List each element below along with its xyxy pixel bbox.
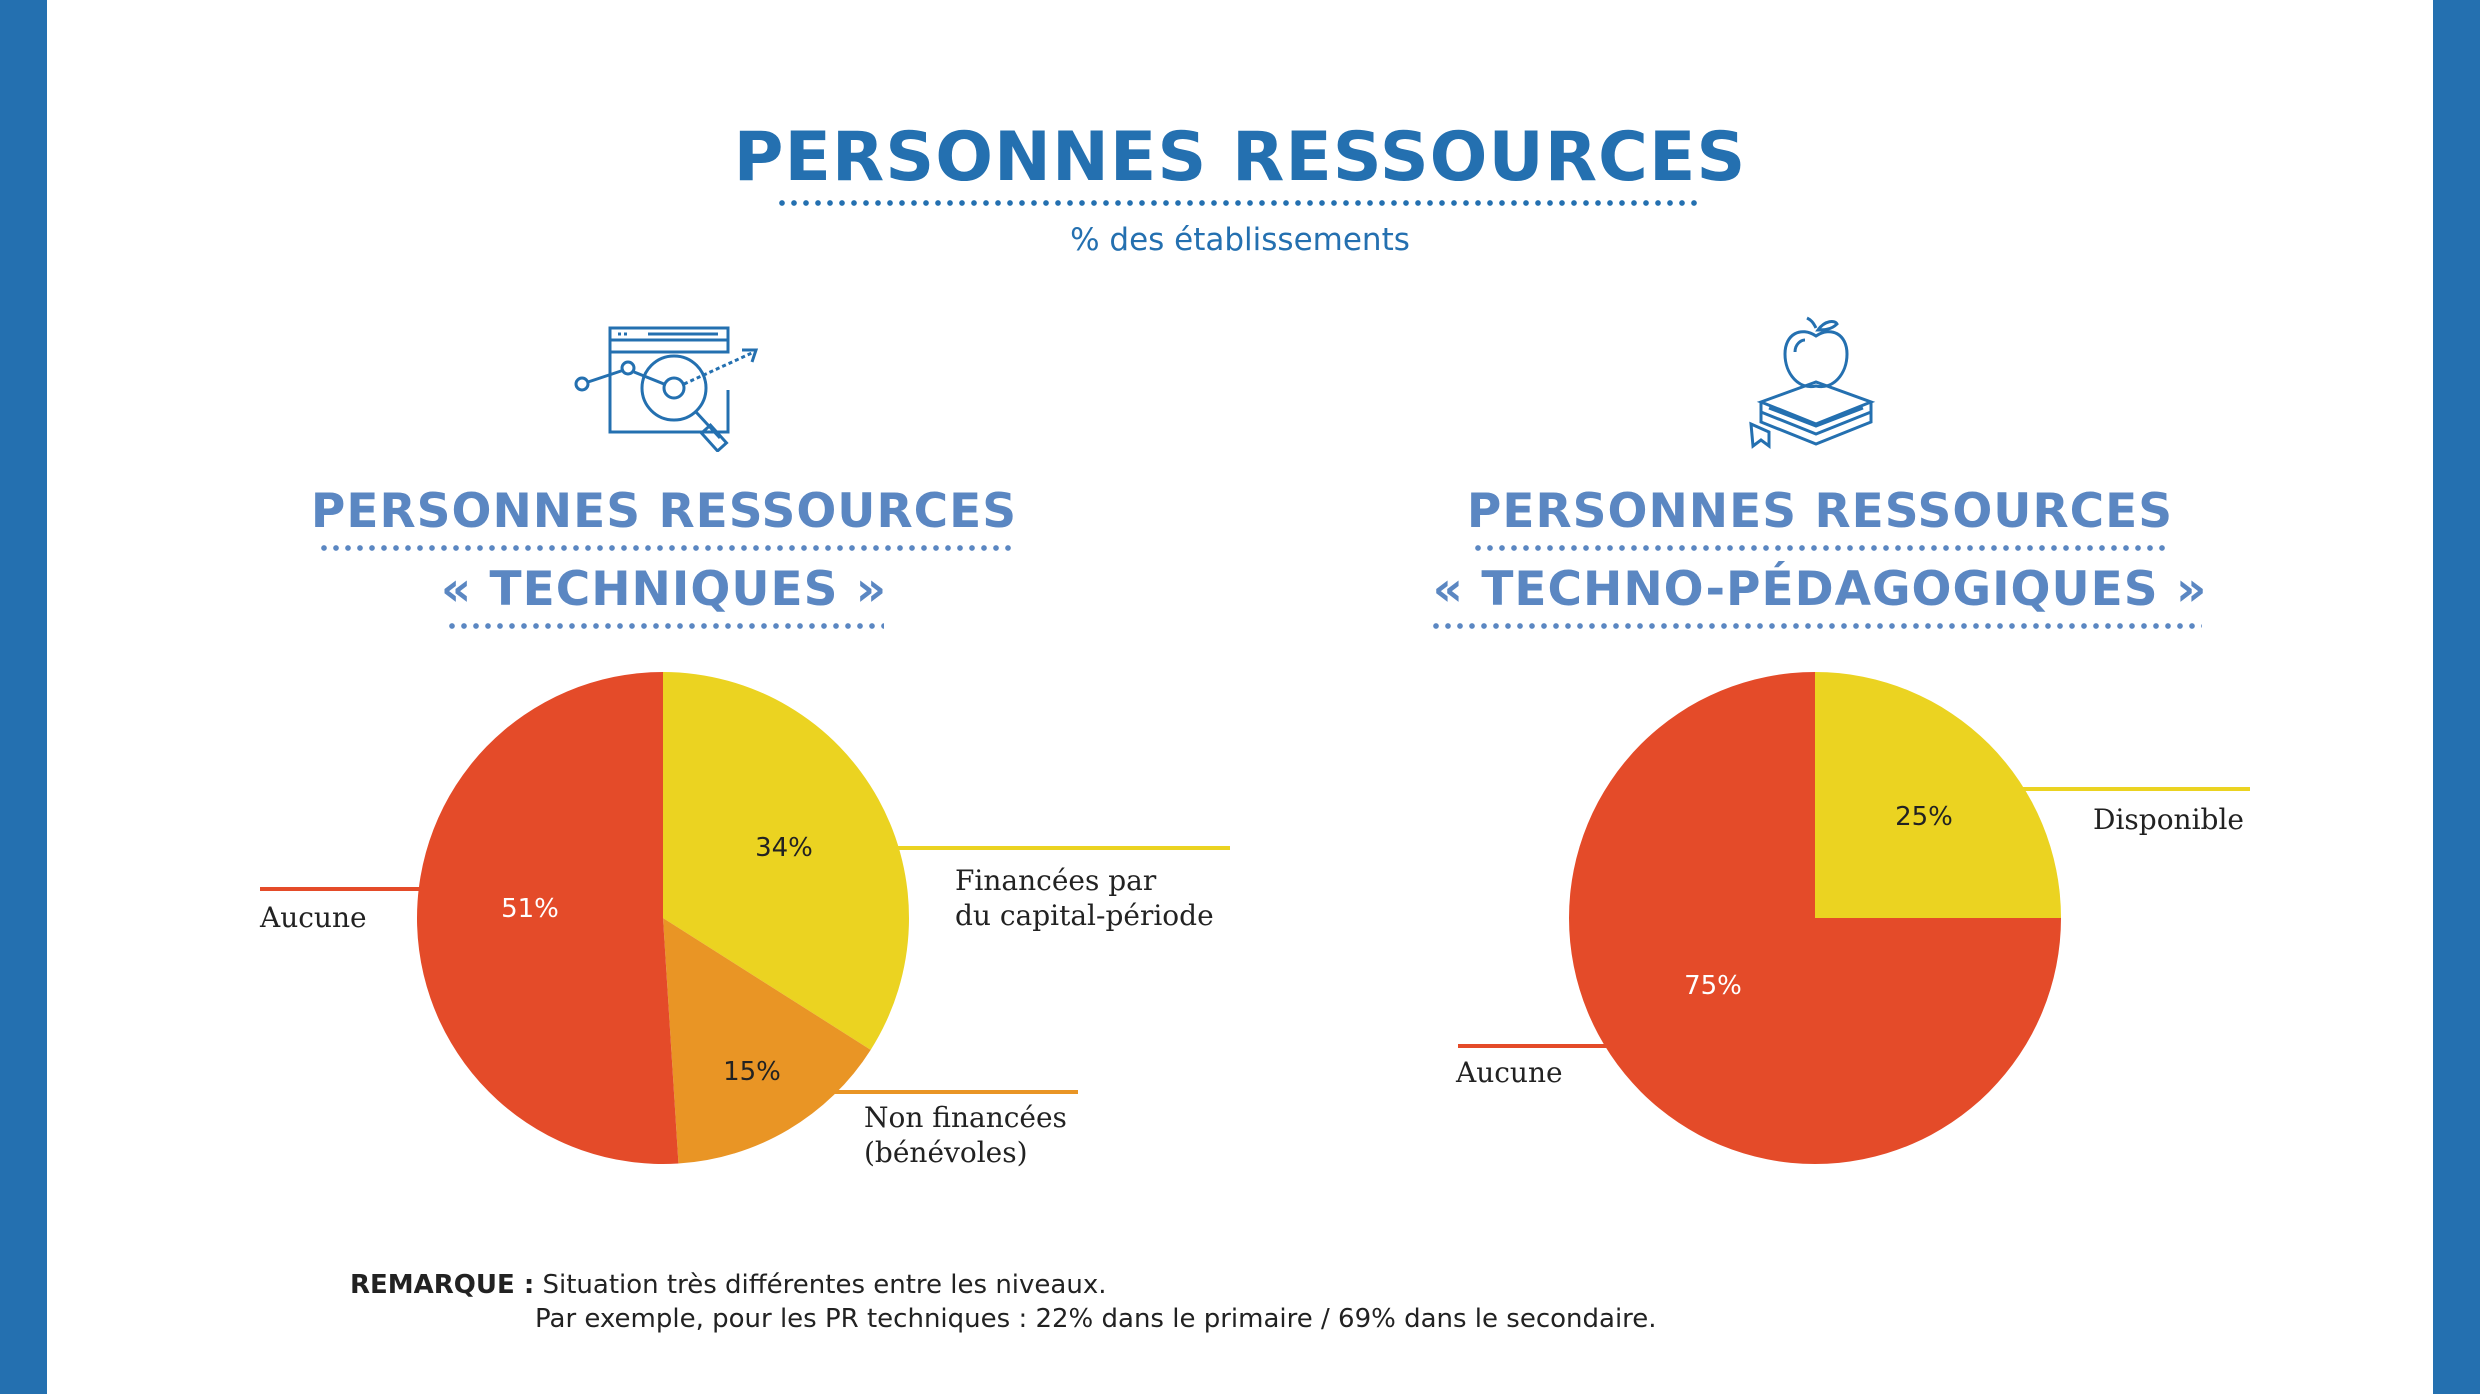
pie1-legend-aucune: Aucune bbox=[260, 901, 367, 934]
right-border-bar bbox=[2433, 0, 2480, 1394]
pie1-value-label-non-financees: 15% bbox=[723, 1057, 781, 1087]
pie1-value-label-aucune: 51% bbox=[501, 894, 559, 924]
pie1-slice-0 bbox=[663, 672, 909, 1050]
page-title: PERSONNES RESSOURCES bbox=[733, 118, 1747, 197]
page-subtitle: % des établissements bbox=[1070, 222, 1410, 258]
pie1-slice-2 bbox=[416, 672, 679, 1164]
pie2-slice-0 bbox=[1815, 672, 2061, 918]
pie1-legend-financees-line2: du capital-période bbox=[955, 899, 1214, 932]
section-title-techniques-line1: PERSONNES RESSOURCES bbox=[310, 484, 1018, 539]
pie2-value-label-aucune: 75% bbox=[1684, 971, 1742, 1001]
section-title-technopeda-line2: « TECHNO-PÉDAGOGIQUES » bbox=[1432, 562, 2208, 617]
title-dotted-underline bbox=[776, 200, 1700, 206]
remark-label: REMARQUE : bbox=[350, 1270, 535, 1300]
section-underline-techniques-2 bbox=[446, 623, 884, 629]
pie1-legend-non-financees-line2: (bénévoles) bbox=[864, 1136, 1028, 1169]
pie1-legend-financees-line1: Financées par bbox=[955, 864, 1157, 897]
remark-line2: Par exemple, pour les PR techniques : 22… bbox=[535, 1304, 1657, 1334]
section-title-techniques-line2: « TECHNIQUES » bbox=[440, 562, 888, 617]
remark-line1: Situation très différentes entre les niv… bbox=[542, 1270, 1107, 1300]
pie1-value-label-financees: 34% bbox=[755, 833, 813, 863]
remark-note: REMARQUE : Situation très différentes en… bbox=[350, 1268, 1657, 1336]
pie2-value-label-disponible: 25% bbox=[1895, 802, 1953, 832]
pie1-slice-1 bbox=[663, 918, 871, 1164]
section-underline-techniques-1 bbox=[318, 545, 1012, 551]
section-underline-technopeda-1 bbox=[1472, 545, 2166, 551]
apple-books-icon bbox=[1749, 316, 1876, 449]
pie1-legend-non-financees-line1: Non financées bbox=[864, 1101, 1067, 1134]
pie2-legend-disponible: Disponible bbox=[2093, 803, 2244, 836]
section-title-technopeda-line1: PERSONNES RESSOURCES bbox=[1466, 484, 2174, 539]
pie2-legend-aucune: Aucune bbox=[1456, 1056, 1563, 1089]
section-underline-technopeda-2 bbox=[1430, 623, 2202, 629]
analytics-magnifier-icon bbox=[574, 326, 759, 452]
left-border-bar bbox=[0, 0, 47, 1394]
pie2-slice-1 bbox=[1569, 672, 2061, 1164]
